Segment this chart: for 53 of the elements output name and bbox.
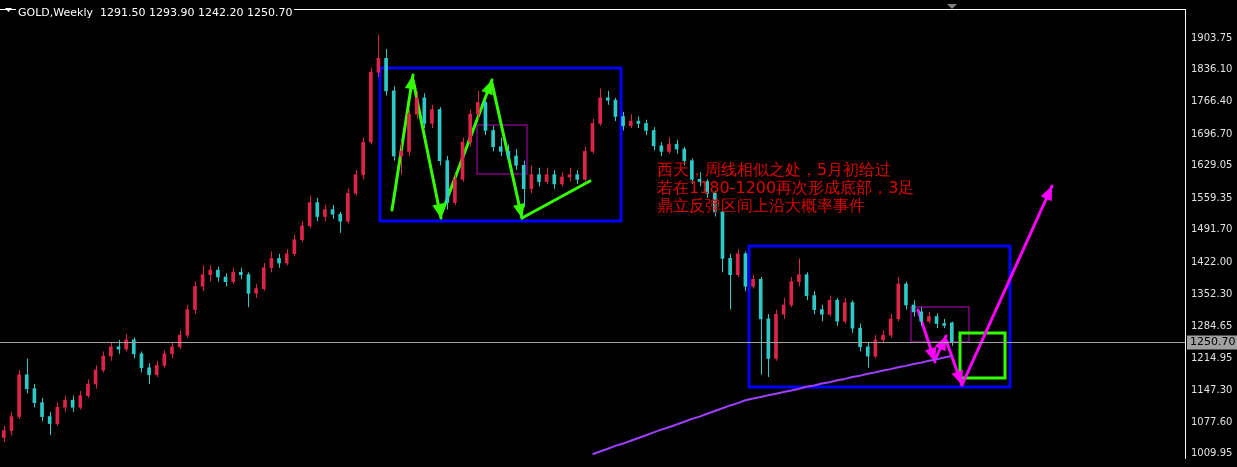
chart-title: GOLD,Weekly 1291.50 1293.90 1242.20 1250.70 <box>16 6 295 19</box>
candlestick <box>498 136 503 157</box>
candlestick <box>858 323 862 352</box>
y-tick-label: 1491.70 <box>1191 223 1233 235</box>
candlestick <box>430 104 434 129</box>
y-tick-label: 1147.30 <box>1191 383 1233 395</box>
candlestick <box>552 169 557 190</box>
candlestick <box>40 397 44 422</box>
candlestick <box>949 321 954 347</box>
candlestick <box>475 90 480 120</box>
y-tick-label: 1696.70 <box>1191 127 1233 139</box>
y-tick-label: 1836.10 <box>1191 63 1233 75</box>
candlestick <box>453 174 457 206</box>
candlestick <box>78 390 83 411</box>
y-tick-label: 1422.00 <box>1191 255 1233 267</box>
y-tick-label: 1009.95 <box>1191 447 1233 459</box>
candlestick <box>193 281 197 315</box>
annotation: 西天，周线相似之处，5月初给过 <box>657 160 892 179</box>
candlestick <box>789 276 794 308</box>
candlestick <box>47 411 52 436</box>
y-tick-label: 1559.35 <box>1191 191 1233 203</box>
candlestick <box>904 281 908 311</box>
candlestick <box>300 220 304 243</box>
candlestick <box>919 306 924 327</box>
candlestick <box>131 336 136 359</box>
candlestick <box>109 341 113 362</box>
ref-line-label: 1250.70 <box>1190 335 1236 349</box>
y-tick-label: 1284.65 <box>1191 319 1233 331</box>
y-tick-label: 1077.60 <box>1191 415 1233 427</box>
candlestick <box>315 197 320 222</box>
y-tick-label: 1903.75 <box>1191 31 1233 43</box>
candlestick <box>514 148 518 171</box>
candlestick <box>865 341 870 369</box>
candlestick <box>147 362 151 385</box>
candlestick <box>338 211 343 234</box>
candlestick <box>491 125 495 152</box>
candlestick <box>835 297 839 327</box>
candlestick <box>537 167 541 187</box>
y-tick-label: 1766.40 <box>1191 95 1233 107</box>
candlestick <box>735 248 740 278</box>
candlestick <box>797 257 801 287</box>
candlestick <box>728 253 732 311</box>
y-tick-label: 1352.30 <box>1191 288 1233 300</box>
candlestick <box>24 357 29 394</box>
candlestick <box>261 262 266 292</box>
candlestick <box>621 111 625 131</box>
y-tick-label: 1629.05 <box>1191 159 1233 171</box>
candlestick <box>86 378 90 399</box>
y-tick-label: 1214.95 <box>1191 352 1233 364</box>
candlestick <box>521 160 526 208</box>
candlestick <box>842 297 847 325</box>
candlestick <box>812 290 817 315</box>
candlestick <box>101 350 106 373</box>
